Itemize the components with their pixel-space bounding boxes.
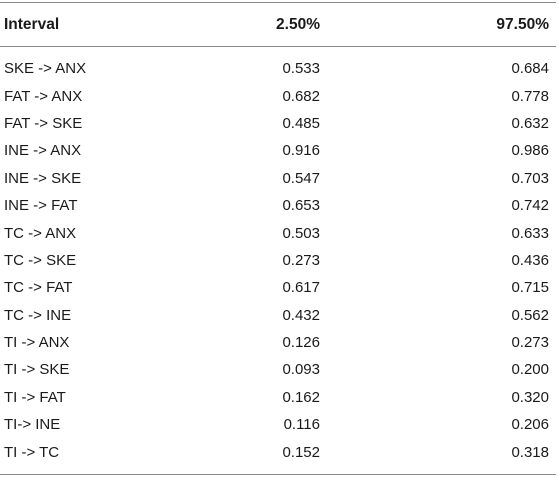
cell-interval: SKE -> ANX [4,60,87,78]
cell-lower-bound: 0.126 [282,334,320,352]
cell-lower-bound: 0.152 [282,443,320,461]
table-bottom-rule [0,474,556,475]
cell-upper-bound: 0.632 [511,114,549,132]
cell-upper-bound: 0.273 [511,334,549,352]
cell-upper-bound: 0.436 [511,251,549,269]
table-top-rule [0,2,556,3]
cell-upper-bound: 0.986 [511,142,549,160]
cell-interval: TC -> FAT [4,279,73,297]
cell-upper-bound: 0.200 [511,361,549,379]
table-row: TC -> FAT 0.617 0.715 [0,274,556,301]
table-row: TI -> SKE 0.093 0.200 [0,356,556,383]
cell-lower-bound: 0.116 [283,416,320,434]
table-row: FAT -> SKE 0.485 0.632 [0,110,556,137]
cell-upper-bound: 0.684 [511,60,549,78]
cell-lower-bound: 0.485 [282,114,320,132]
table-row: INE -> FAT 0.653 0.742 [0,192,556,219]
cell-lower-bound: 0.617 [282,279,320,297]
header-lower-bound: 2.50% [276,15,320,33]
cell-interval: INE -> SKE [4,169,82,187]
cell-lower-bound: 0.273 [282,251,320,269]
cell-interval: TC -> SKE [4,251,77,269]
cell-interval: TI-> INE [4,416,61,434]
table-row: TI -> ANX 0.126 0.273 [0,329,556,356]
table-body: SKE -> ANX 0.533 0.684 FAT -> ANX 0.682 0.778… [0,55,556,466]
table-row: TI-> INE 0.116 0.206 [0,411,556,438]
table-row: SKE -> ANX 0.533 0.684 [0,55,556,82]
cell-interval: INE -> FAT [4,197,78,215]
table-row: TC -> INE 0.432 0.562 [0,302,556,329]
cell-interval: INE -> ANX [4,142,82,160]
cell-interval: TC -> ANX [4,224,77,242]
cell-lower-bound: 0.653 [282,197,320,215]
header-interval: Interval [4,15,60,33]
cell-upper-bound: 0.562 [511,306,549,324]
cell-lower-bound: 0.503 [282,224,320,242]
cell-lower-bound: 0.093 [282,361,320,379]
cell-upper-bound: 0.715 [511,279,549,297]
cell-upper-bound: 0.206 [511,416,549,434]
header-upper-bound: 97.50% [496,15,549,33]
cell-upper-bound: 0.703 [511,169,549,187]
table-row: TC -> ANX 0.503 0.633 [0,219,556,246]
table-row: TI -> TC 0.152 0.318 [0,438,556,465]
cell-upper-bound: 0.633 [511,224,549,242]
cell-lower-bound: 0.682 [282,87,320,105]
table-header-row: Interval 2.50% 97.50% [0,3,556,46]
table-row: INE -> SKE 0.547 0.703 [0,165,556,192]
cell-lower-bound: 0.533 [282,60,320,78]
cell-lower-bound: 0.432 [282,306,320,324]
cell-lower-bound: 0.916 [282,142,320,160]
table-header-rule [0,46,556,47]
cell-interval: FAT -> ANX [4,87,83,105]
cell-interval: TI -> SKE [4,361,70,379]
cell-upper-bound: 0.742 [511,197,549,215]
cell-upper-bound: 0.778 [511,87,549,105]
cell-upper-bound: 0.320 [511,388,549,406]
cell-upper-bound: 0.318 [511,443,549,461]
cell-interval: TC -> INE [4,306,72,324]
table-row: FAT -> ANX 0.682 0.778 [0,82,556,109]
cell-lower-bound: 0.547 [282,169,320,187]
cell-interval: TI -> FAT [4,388,66,406]
cell-interval: TI -> TC [4,443,60,461]
table-row: TC -> SKE 0.273 0.436 [0,247,556,274]
table-row: TI -> FAT 0.162 0.320 [0,384,556,411]
cell-interval: FAT -> SKE [4,114,83,132]
cell-interval: TI -> ANX [4,334,70,352]
table-row: INE -> ANX 0.916 0.986 [0,137,556,164]
cell-lower-bound: 0.162 [282,388,320,406]
